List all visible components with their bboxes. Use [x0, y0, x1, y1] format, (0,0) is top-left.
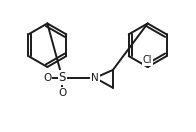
- Text: O: O: [58, 88, 66, 98]
- Text: S: S: [59, 71, 66, 84]
- Text: O: O: [43, 73, 52, 83]
- Text: N: N: [91, 73, 99, 83]
- Text: Cl: Cl: [143, 55, 152, 65]
